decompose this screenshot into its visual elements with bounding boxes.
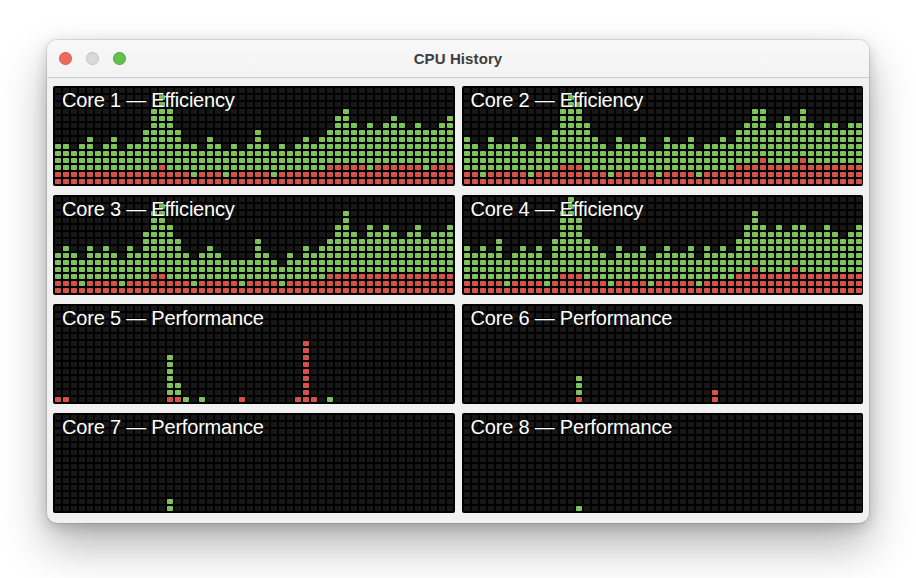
core-6-panel: Core 6 — Performance xyxy=(462,304,864,404)
titlebar: CPU History xyxy=(47,40,869,78)
panel-title: Core 8 — Performance xyxy=(471,416,673,439)
core-7-panel: Core 7 — Performance xyxy=(53,413,455,513)
traffic-lights xyxy=(59,40,126,77)
zoom-button[interactable] xyxy=(113,52,126,65)
core-2-panel: Core 2 — Efficiency xyxy=(462,86,864,186)
cpu-history-window: CPU History Core 1 — Efficiency Core 2 —… xyxy=(47,40,869,523)
core-8-panel: Core 8 — Performance xyxy=(462,413,864,513)
panel-title: Core 5 — Performance xyxy=(62,307,264,330)
panel-title: Core 2 — Efficiency xyxy=(471,89,644,112)
core-5-panel: Core 5 — Performance xyxy=(53,304,455,404)
core-3-panel: Core 3 — Efficiency xyxy=(53,195,455,295)
core-4-panel: Core 4 — Efficiency xyxy=(462,195,864,295)
core-grid: Core 1 — Efficiency Core 2 — Efficiency … xyxy=(47,79,869,523)
close-button[interactable] xyxy=(59,52,72,65)
minimize-button[interactable] xyxy=(86,52,99,65)
panel-title: Core 4 — Efficiency xyxy=(471,198,644,221)
window-title: CPU History xyxy=(414,50,503,67)
panel-title: Core 1 — Efficiency xyxy=(62,89,235,112)
core-1-panel: Core 1 — Efficiency xyxy=(53,86,455,186)
panel-title: Core 6 — Performance xyxy=(471,307,673,330)
panel-title: Core 3 — Efficiency xyxy=(62,198,235,221)
panel-title: Core 7 — Performance xyxy=(62,416,264,439)
